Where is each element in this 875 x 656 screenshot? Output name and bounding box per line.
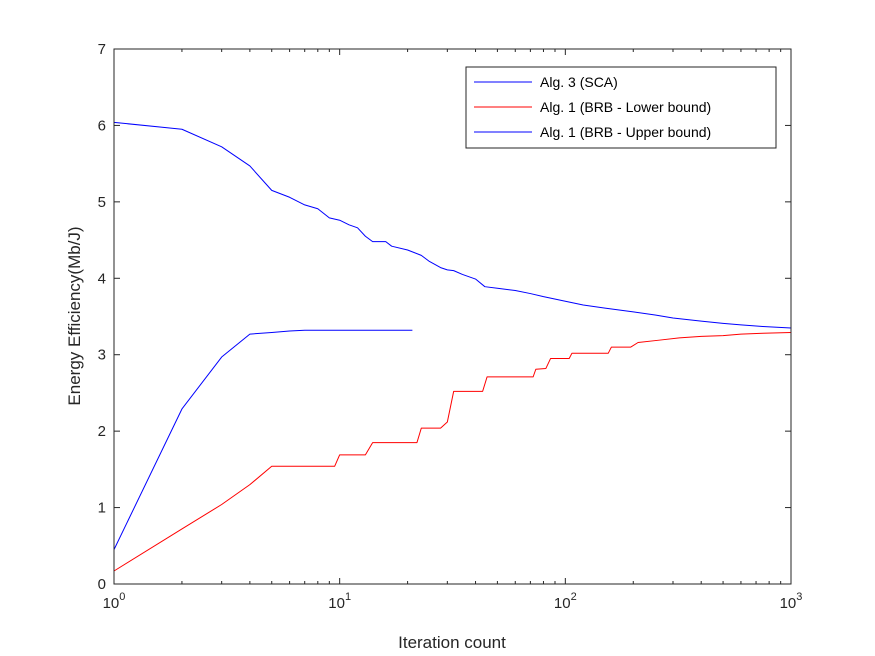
y-axis-title: Energy Efficiency(Mb/J): [65, 226, 84, 405]
x-tick-label: 102: [554, 591, 577, 612]
x-tick-label-base: 10: [554, 595, 571, 612]
y-tick-label: 4: [98, 270, 106, 287]
x-tick-label-base: 10: [328, 595, 345, 612]
y-tick-label: 1: [98, 500, 106, 517]
series-line-2: [113, 332, 792, 572]
x-tick-label: 103: [780, 591, 803, 612]
y-tick-label: 3: [98, 347, 106, 364]
x-tick-label-exponent: 3: [796, 591, 802, 603]
y-tick-label: 2: [98, 423, 106, 440]
x-tick-label-exponent: 1: [345, 591, 351, 603]
x-tick-label-exponent: 0: [119, 591, 125, 603]
legend-label-2: Alg. 1 (BRB - Lower bound): [540, 99, 711, 115]
plot-frame: [113, 48, 792, 585]
series-layer: [113, 121, 792, 572]
x-axis-title: Iteration count: [398, 633, 506, 652]
x-tick-label: 100: [103, 591, 126, 612]
x-tick-label-base: 10: [103, 595, 120, 612]
x-tick-label-exponent: 2: [571, 591, 577, 603]
y-tick-label: 6: [98, 117, 106, 134]
legend-label-3: Alg. 1 (BRB - Upper bound): [540, 124, 711, 140]
legend-label-1: Alg. 3 (SCA): [540, 74, 618, 90]
series-line-3: [113, 121, 792, 329]
y-tick-label: 5: [98, 194, 106, 211]
y-tick-label: 7: [98, 41, 106, 58]
x-tick-label-base: 10: [780, 595, 797, 612]
series-line-1: [113, 329, 413, 550]
y-tick-label: 0: [98, 576, 106, 593]
x-tick-label: 101: [328, 591, 351, 612]
legend: Alg. 3 (SCA) Alg. 1 (BRB - Lower bound) Al…: [465, 66, 777, 149]
